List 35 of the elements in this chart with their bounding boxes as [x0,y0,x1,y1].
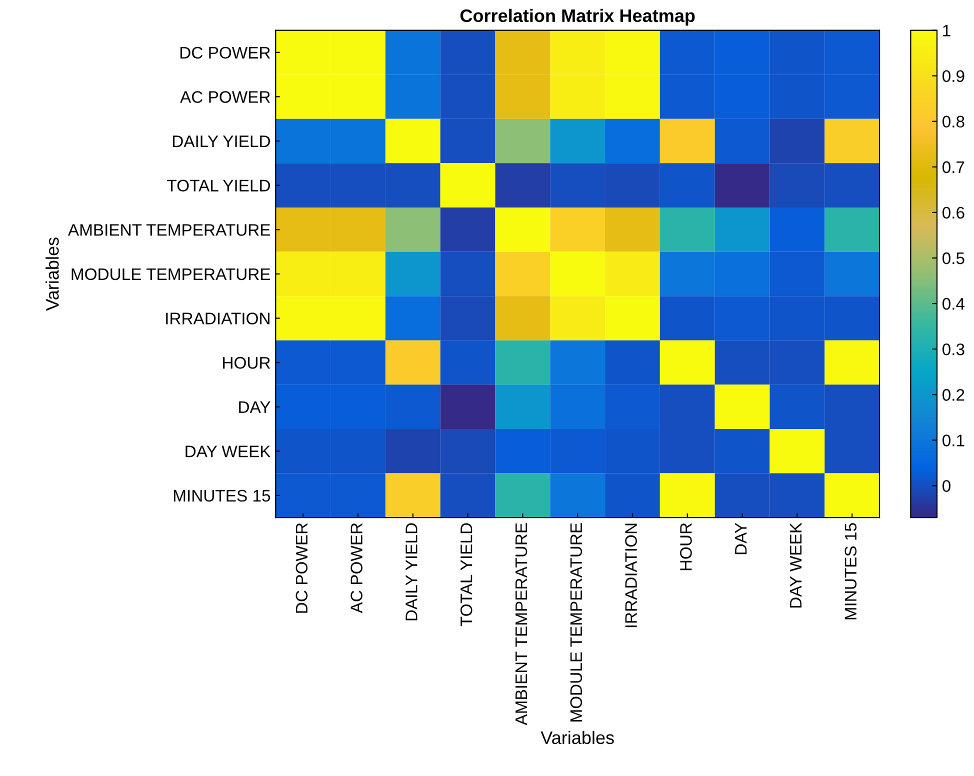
color-bar-label: 0.3 [942,343,964,356]
color-bar-label: 0.1 [942,434,964,446]
color-bar-label: 0.8 [942,116,964,128]
color-bar-label: 1 [943,24,950,36]
y-tick-label: DAILY YIELD [172,136,270,148]
color-bar-label: 0.2 [942,389,964,401]
y-axis-title: Variables [46,238,59,311]
y-tick-label: HOUR [223,356,270,369]
x-tick-label: DAILY YIELD [406,523,418,620]
x-tick-label: DAY [735,522,747,554]
color-bar-label: 0.6 [942,206,964,219]
color-bar-label: 0.4 [942,298,965,310]
x-tick-label: MINUTES 15 [844,523,857,620]
y-tick-label: DAY WEEK [186,446,271,458]
y-tick-label: MINUTES 15 [174,490,270,502]
y-tick-label: TOTAL YIELD [167,180,270,192]
x-tick-label: AC POWER [350,523,362,614]
x-tick-label: TOTAL YIELD [460,523,472,626]
x-tick-label: AMBIENT TEMPERATURE [516,523,528,726]
color-bar-label: 0 [942,480,950,492]
x-tick-label: DAY WEEK [790,522,802,608]
chart-title: Correlation Matrix Heatmap [460,8,695,26]
x-tick-label: IRRADIATION [625,524,637,628]
color-bar-label: 0.7 [942,161,964,174]
x-axis-title: Variables [540,730,614,744]
color-bar-label: 0.5 [942,252,964,264]
y-tick-label: DAY [239,401,270,413]
y-tick-label: AC POWER [180,91,270,103]
x-tick-label: HOUR [680,523,692,570]
y-tick-label: DC POWER [180,46,270,59]
y-tick-label: IRRADIATION [166,312,270,324]
x-tick-label: MODULE TEMPERATURE [570,523,582,722]
y-tick-label: MODULE TEMPERATURE [72,268,270,280]
y-tick-label: AMBIENT TEMPERATURE [68,224,270,236]
color-bar-label: 0.9 [942,70,964,82]
